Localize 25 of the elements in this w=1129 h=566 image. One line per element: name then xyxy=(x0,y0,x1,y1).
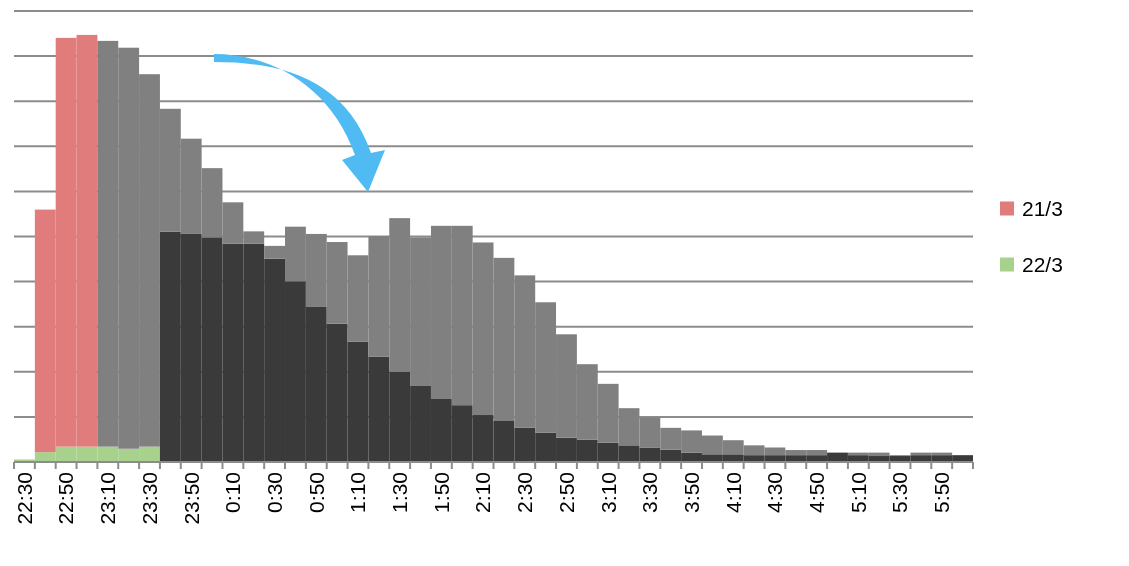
x-tick-label: 23:50 xyxy=(179,472,203,525)
x-tick-label: 3:10 xyxy=(596,472,620,513)
x-tick-label: 2:30 xyxy=(513,472,537,513)
x-tick-label: 22:50 xyxy=(54,472,78,525)
x-tick-label: 23:30 xyxy=(137,472,161,525)
x-tick-label: 0:10 xyxy=(221,472,245,513)
x-tick-label: 2:50 xyxy=(554,472,578,513)
x-tick-label: 3:50 xyxy=(679,472,703,513)
x-tick-label: 22:30 xyxy=(12,472,36,525)
x-tick-label: 0:30 xyxy=(262,472,286,513)
x-tick-label: 0:50 xyxy=(304,472,328,513)
x-tick-label: 4:50 xyxy=(804,472,828,513)
legend-label: 22/3 xyxy=(1022,252,1063,276)
x-tick-label: 23:10 xyxy=(96,472,120,525)
x-tick-label: 3:30 xyxy=(638,472,662,513)
x-tick-label: 1:30 xyxy=(388,472,412,513)
x-tick-label: 4:30 xyxy=(763,472,787,513)
x-tick-label: 2:10 xyxy=(471,472,495,513)
x-tick-label: 5:30 xyxy=(888,472,912,513)
x-tick-label: 4:10 xyxy=(721,472,745,513)
x-tick-label: 5:10 xyxy=(846,472,870,513)
x-tick-label: 1:50 xyxy=(429,472,453,513)
x-tick-label: 1:10 xyxy=(346,472,370,513)
x-tick-label: 5:50 xyxy=(930,472,954,513)
legend-label: 21/3 xyxy=(1022,196,1063,220)
